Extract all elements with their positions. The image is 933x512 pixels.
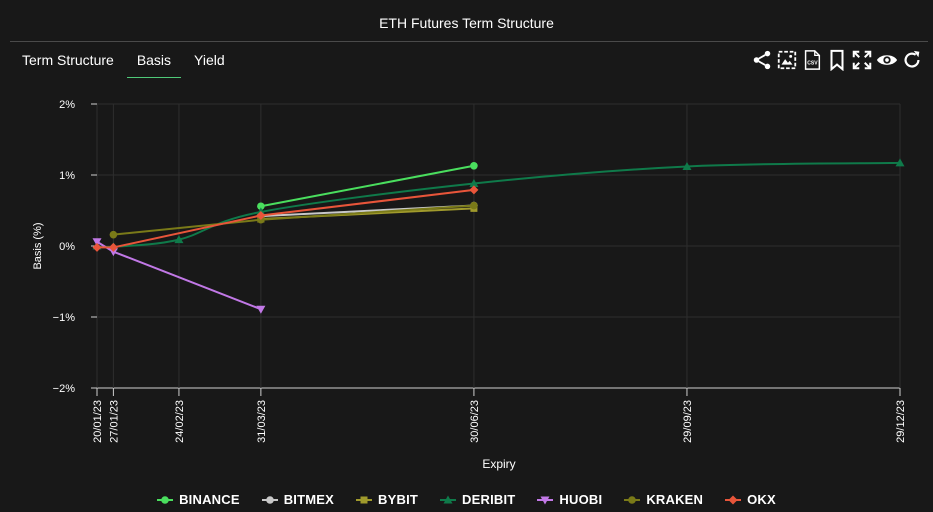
legend-item-deribit[interactable]: DERIBIT — [440, 492, 515, 507]
bookmark-icon[interactable] — [826, 48, 848, 72]
legend-marker — [624, 495, 641, 504]
share-icon[interactable] — [751, 48, 773, 72]
legend-marker — [261, 495, 278, 504]
series-deribit — [92, 158, 905, 251]
chart-legend: BINANCE BITMEX BYBIT DERIBIT HUOBI KRAKEN OKX — [0, 492, 933, 507]
csv-icon-label: CSV — [807, 61, 818, 67]
series-line-kraken — [113, 204, 474, 236]
data-point-huobi[interactable] — [256, 305, 266, 314]
legend-item-huobi[interactable]: HUOBI — [537, 492, 602, 507]
legend-item-bybit[interactable]: BYBIT — [356, 492, 418, 507]
legend-marker — [157, 495, 174, 504]
x-tick-label: 27/01/23 — [108, 400, 120, 443]
series-lines — [92, 158, 905, 314]
refresh-icon[interactable] — [901, 48, 923, 72]
legend-label: HUOBI — [559, 492, 603, 507]
data-point-huobi[interactable] — [108, 248, 118, 257]
series-binance — [257, 161, 478, 211]
legend-marker — [356, 496, 373, 503]
legend-marker-shape[interactable] — [540, 496, 550, 504]
legend-marker — [537, 496, 554, 504]
x-tick-label: 24/02/23 — [174, 400, 186, 443]
legend-marker-shape[interactable] — [628, 495, 637, 504]
data-point-okx[interactable] — [469, 185, 479, 195]
x-tick-label: 29/09/23 — [682, 400, 694, 443]
tab-term-structure[interactable]: Term Structure — [22, 52, 114, 68]
axes: 2% 1% 0% −1% −2% 20/01/23 27/01/23 24/02/23 31/0… — [53, 99, 907, 443]
y-tick-label: 0% — [59, 241, 75, 253]
legend-marker — [440, 495, 457, 503]
legend-marker — [725, 495, 742, 504]
legend-label: BYBIT — [378, 492, 419, 507]
grid-lines — [96, 103, 901, 389]
data-point-huobi[interactable] — [92, 238, 102, 247]
legend-label: BINANCE — [179, 492, 240, 507]
eye-icon[interactable] — [876, 48, 898, 72]
data-point-okx[interactable] — [108, 242, 118, 252]
x-tick-label: 29/12/23 — [895, 400, 907, 443]
csv-export-icon[interactable]: CSV — [801, 48, 823, 72]
series-line-okx — [97, 188, 475, 249]
legend-label: OKX — [747, 492, 776, 507]
y-tick-label: 1% — [59, 170, 75, 182]
header-divider — [10, 41, 928, 42]
legend-marker-shape[interactable] — [728, 495, 738, 504]
series-line-binance — [260, 164, 475, 208]
series-line-deribit — [96, 161, 901, 249]
y-tick-label: −1% — [53, 312, 76, 324]
data-point-deribit[interactable] — [682, 161, 692, 170]
y-tick-label: −2% — [53, 383, 76, 395]
data-point-deribit[interactable] — [469, 179, 479, 188]
x-tick-label: 20/01/23 — [92, 400, 104, 443]
x-axis-label: Expiry — [482, 457, 515, 471]
view-tabs: Term Structure Basis Yield — [12, 50, 238, 78]
legend-item-okx[interactable]: OKX — [725, 492, 776, 507]
data-point-kraken[interactable] — [109, 230, 118, 239]
data-point-kraken[interactable] — [470, 201, 478, 210]
data-point-deribit[interactable] — [174, 235, 184, 244]
legend-label: BITMEX — [283, 492, 335, 507]
y-axis-label: Basis (%) — [32, 222, 44, 269]
data-point-okx[interactable] — [92, 242, 102, 252]
legend-item-bitmex[interactable]: BITMEX — [261, 492, 335, 507]
y-tick-label: 2% — [59, 99, 75, 111]
legend-item-binance[interactable]: BINANCE — [157, 492, 240, 507]
tab-basis[interactable]: Basis — [126, 50, 182, 78]
legend-item-kraken[interactable]: KRAKEN — [624, 492, 703, 507]
data-point-binance[interactable] — [470, 161, 478, 170]
image-export-icon[interactable] — [776, 48, 798, 72]
data-point-deribit[interactable] — [895, 158, 905, 167]
x-tick-label: 30/06/23 — [469, 400, 481, 443]
legend-marker-shape[interactable] — [443, 495, 453, 503]
legend-label: KRAKEN — [646, 492, 704, 507]
x-tick-label: 31/03/23 — [256, 400, 268, 443]
legend-label: DERIBIT — [462, 492, 516, 507]
tab-yield[interactable]: Yield — [194, 52, 225, 68]
legend-marker-shape[interactable] — [360, 496, 368, 503]
legend-marker-shape[interactable] — [161, 495, 169, 504]
legend-marker-shape[interactable] — [265, 495, 274, 504]
series-okx — [92, 185, 479, 252]
fullscreen-icon[interactable] — [851, 48, 873, 72]
data-point-okx[interactable] — [256, 210, 266, 220]
data-point-binance[interactable] — [257, 202, 265, 211]
chart-title: ETH Futures Term Structure — [379, 15, 554, 31]
chart-toolbar: CSV — [751, 48, 923, 72]
